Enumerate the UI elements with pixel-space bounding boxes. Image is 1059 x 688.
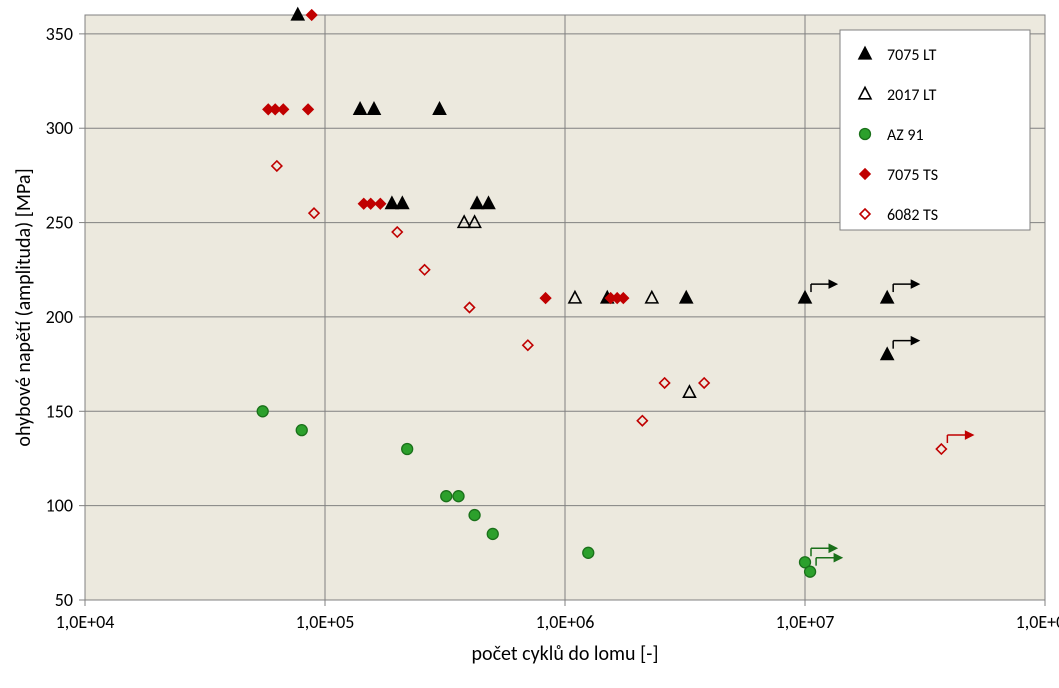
svg-text:100: 100 xyxy=(46,495,73,517)
svg-text:1,0E+08: 1,0E+08 xyxy=(1016,611,1059,633)
svg-text:1,0E+06: 1,0E+06 xyxy=(536,611,595,633)
svg-text:350: 350 xyxy=(46,23,73,45)
legend: 7075 LT 2017 LT AZ 91 7075 TS 6082 TS xyxy=(840,30,1030,230)
svg-text:1,0E+07: 1,0E+07 xyxy=(776,611,835,633)
legend-label: 2017 LT xyxy=(887,86,937,105)
legend-label: 7075 LT xyxy=(887,46,937,65)
svg-text:150: 150 xyxy=(46,400,73,422)
fatigue-chart: 1,0E+04 1,0E+05 1,0E+06 1,0E+07 1,0E+08 50 100… xyxy=(0,0,1059,688)
svg-text:50: 50 xyxy=(55,589,73,611)
svg-text:250: 250 xyxy=(46,212,73,234)
legend-label: 6082 TS xyxy=(887,206,938,225)
y-axis-label: ohybové napětí (amplituda) [MPa] xyxy=(12,168,36,446)
svg-text:300: 300 xyxy=(46,117,73,139)
x-axis-label: počet cyklů do lomu [-] xyxy=(472,642,659,666)
svg-text:1,0E+05: 1,0E+05 xyxy=(296,611,355,633)
svg-text:1,0E+04: 1,0E+04 xyxy=(56,611,115,633)
legend-label: 7075 TS xyxy=(887,166,938,185)
chart-svg: 1,0E+04 1,0E+05 1,0E+06 1,0E+07 1,0E+08 50 100… xyxy=(0,0,1059,688)
legend-label: AZ 91 xyxy=(887,126,924,145)
svg-text:200: 200 xyxy=(46,306,73,328)
